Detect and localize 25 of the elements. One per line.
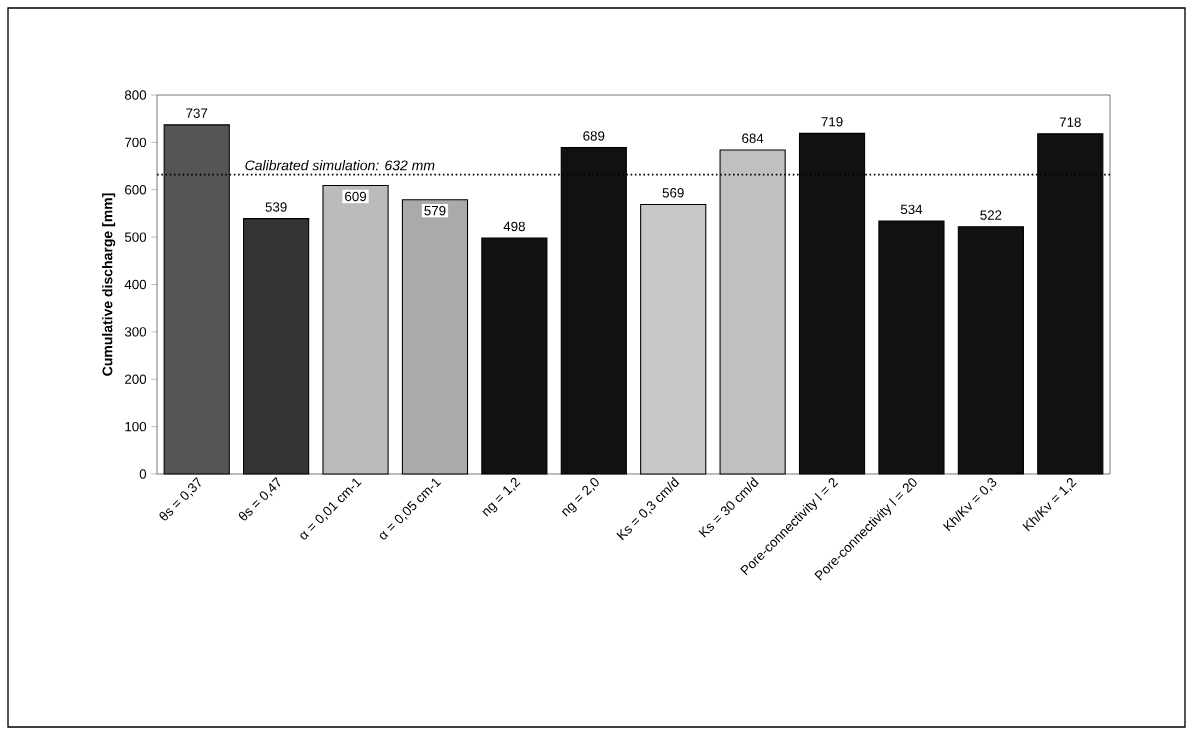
data-label: 719 [821,117,843,127]
data-label: 684 [742,133,764,144]
data-label: 737 [186,108,208,118]
data-label: 498 [503,221,525,232]
y-tick-label: 100 [125,421,147,432]
x-tick-label: ng = 1,2 [482,477,521,517]
y-tick-label: 300 [124,327,147,337]
y-axis-title: Cumulative discharge [mm] [102,193,116,376]
y-tick-label: 600 [125,185,147,195]
y-tick-label: 0 [139,469,147,479]
data-label: 569 [662,188,684,198]
data-label: 579 [424,205,446,216]
data-label: 534 [900,204,923,215]
x-tick-label: ng = 2,0 [561,477,599,517]
data-label: 689 [583,131,605,141]
data-label: 718 [1059,117,1081,127]
ref-line-label: Calibrated simulation: 632 mm [245,160,435,171]
y-tick-label: 700 [125,137,147,148]
y-tick-label: 400 [124,279,147,290]
data-label: 539 [265,202,287,212]
y-tick-label: 500 [124,232,147,242]
data-label: 609 [345,191,367,202]
y-tick-label: 800 [124,90,147,100]
y-tick-label: 200 [125,374,147,384]
data-label: 522 [980,210,1002,220]
